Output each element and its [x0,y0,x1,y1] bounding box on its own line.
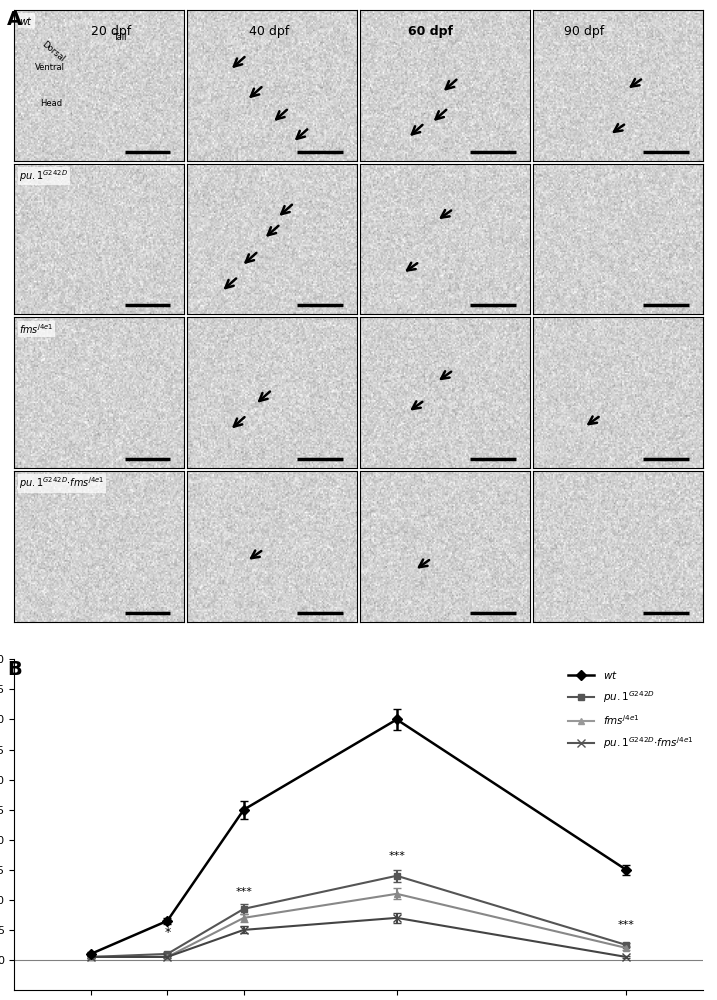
Text: $wt$: $wt$ [19,15,34,27]
Text: ***: *** [235,887,252,897]
Text: 90 dpf: 90 dpf [564,25,604,38]
Legend: $wt$, $pu.1^{G242D}$, $fms^{j4e1}$, $pu.1^{G242D}{\cdot}fms^{j4e1}$: $wt$, $pu.1^{G242D}$, $fms^{j4e1}$, $pu.… [564,665,698,755]
Text: 60 dpf: 60 dpf [408,25,452,38]
Text: 40 dpf: 40 dpf [249,25,289,38]
Text: B: B [7,660,22,679]
Text: Head: Head [39,99,62,108]
Text: Tail: Tail [113,33,126,42]
Text: A: A [7,10,22,29]
Text: 20 dpf: 20 dpf [91,25,131,38]
Text: *: * [164,926,171,939]
Text: ***: *** [389,851,405,861]
Text: $pu.1^{G242D}$: $pu.1^{G242D}$ [19,168,68,184]
Text: ***: *** [618,920,635,930]
Text: Ventral: Ventral [34,63,65,72]
Text: $fms^{j4e1}$: $fms^{j4e1}$ [19,322,54,336]
Text: $pu.1^{G242D}{\cdot}fms^{j4e1}$: $pu.1^{G242D}{\cdot}fms^{j4e1}$ [19,476,105,491]
Text: Dorsal: Dorsal [39,40,66,64]
